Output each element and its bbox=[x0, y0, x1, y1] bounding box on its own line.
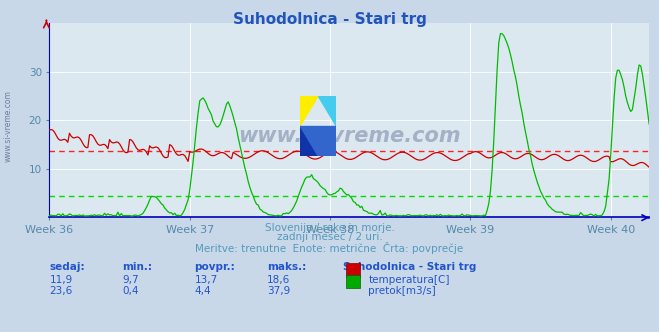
Text: 18,6: 18,6 bbox=[267, 275, 290, 285]
Text: Suhodolnica - Stari trg: Suhodolnica - Stari trg bbox=[233, 12, 426, 27]
Text: www.si-vreme.com: www.si-vreme.com bbox=[3, 90, 13, 162]
Polygon shape bbox=[300, 126, 336, 156]
Text: Suhodolnica - Stari trg: Suhodolnica - Stari trg bbox=[343, 262, 476, 272]
Text: pretok[m3/s]: pretok[m3/s] bbox=[368, 286, 436, 296]
Text: min.:: min.: bbox=[122, 262, 152, 272]
Text: sedaj:: sedaj: bbox=[49, 262, 85, 272]
Text: 37,9: 37,9 bbox=[267, 286, 290, 296]
Text: 13,7: 13,7 bbox=[194, 275, 217, 285]
Text: Meritve: trenutne  Enote: metrične  Črta: povprečje: Meritve: trenutne Enote: metrične Črta: … bbox=[195, 242, 464, 254]
Text: Slovenija / reke in morje.: Slovenija / reke in morje. bbox=[264, 223, 395, 233]
Polygon shape bbox=[300, 96, 318, 126]
Text: povpr.:: povpr.: bbox=[194, 262, 235, 272]
Text: 4,4: 4,4 bbox=[194, 286, 211, 296]
Polygon shape bbox=[318, 96, 336, 126]
Text: www.si-vreme.com: www.si-vreme.com bbox=[238, 126, 461, 146]
Polygon shape bbox=[300, 126, 318, 156]
Text: 11,9: 11,9 bbox=[49, 275, 72, 285]
Text: temperatura[C]: temperatura[C] bbox=[368, 275, 450, 285]
Text: zadnji mesec / 2 uri.: zadnji mesec / 2 uri. bbox=[277, 232, 382, 242]
Text: 23,6: 23,6 bbox=[49, 286, 72, 296]
Text: 0,4: 0,4 bbox=[122, 286, 138, 296]
Text: maks.:: maks.: bbox=[267, 262, 306, 272]
Text: 9,7: 9,7 bbox=[122, 275, 138, 285]
